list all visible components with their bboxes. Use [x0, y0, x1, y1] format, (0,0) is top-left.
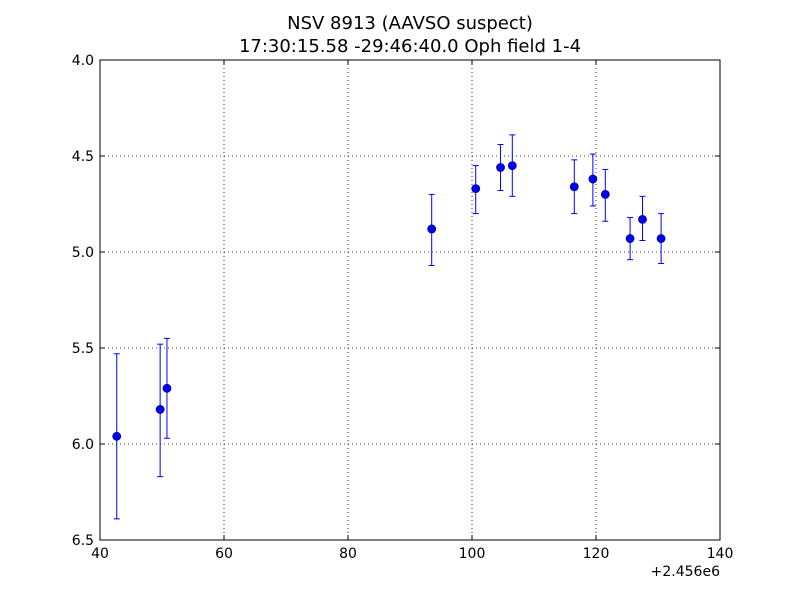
grid-layer — [100, 60, 720, 540]
data-point — [656, 234, 666, 243]
data-point — [600, 189, 610, 199]
y-tick-label: 6.5 — [72, 533, 94, 549]
label-layer: 40 60 80 100 120 140 4.0 4.5 5.0 5.5 6.0 6.5 — [72, 53, 734, 562]
data-point — [427, 224, 437, 234]
data-point — [625, 234, 635, 243]
data-point — [588, 174, 598, 184]
x-axis-offset-label: +2.456e6 — [651, 564, 720, 580]
x-tick-label: 80 — [339, 546, 357, 562]
data-point — [507, 161, 517, 171]
data-point — [638, 214, 647, 224]
x-tick-label: 100 — [459, 546, 486, 562]
data-point — [569, 182, 579, 192]
y-tick-label: 5.0 — [72, 245, 94, 261]
x-tick-label: 40 — [91, 546, 109, 562]
y-tick-label: 4.5 — [72, 149, 94, 165]
y-tick-label: 6.0 — [72, 437, 94, 453]
y-tick-label: 5.5 — [72, 341, 94, 357]
x-tick-label: 140 — [707, 546, 734, 562]
chart-title-line-1: NSV 8913 (AAVSO suspect) — [287, 13, 533, 34]
y-tick-label: 4.0 — [72, 53, 94, 69]
data-point — [162, 383, 172, 393]
data-point — [496, 163, 505, 172]
data-point — [112, 431, 122, 441]
x-tick-label: 120 — [583, 546, 610, 562]
plot-frame — [99, 59, 721, 541]
x-tick-label: 60 — [215, 546, 233, 562]
data-point — [471, 184, 481, 194]
chart-title-line-2: 17:30:15.58 -29:46:40.0 Oph field 1-4 — [239, 36, 581, 57]
data-layer — [112, 134, 666, 520]
data-point — [155, 405, 165, 414]
